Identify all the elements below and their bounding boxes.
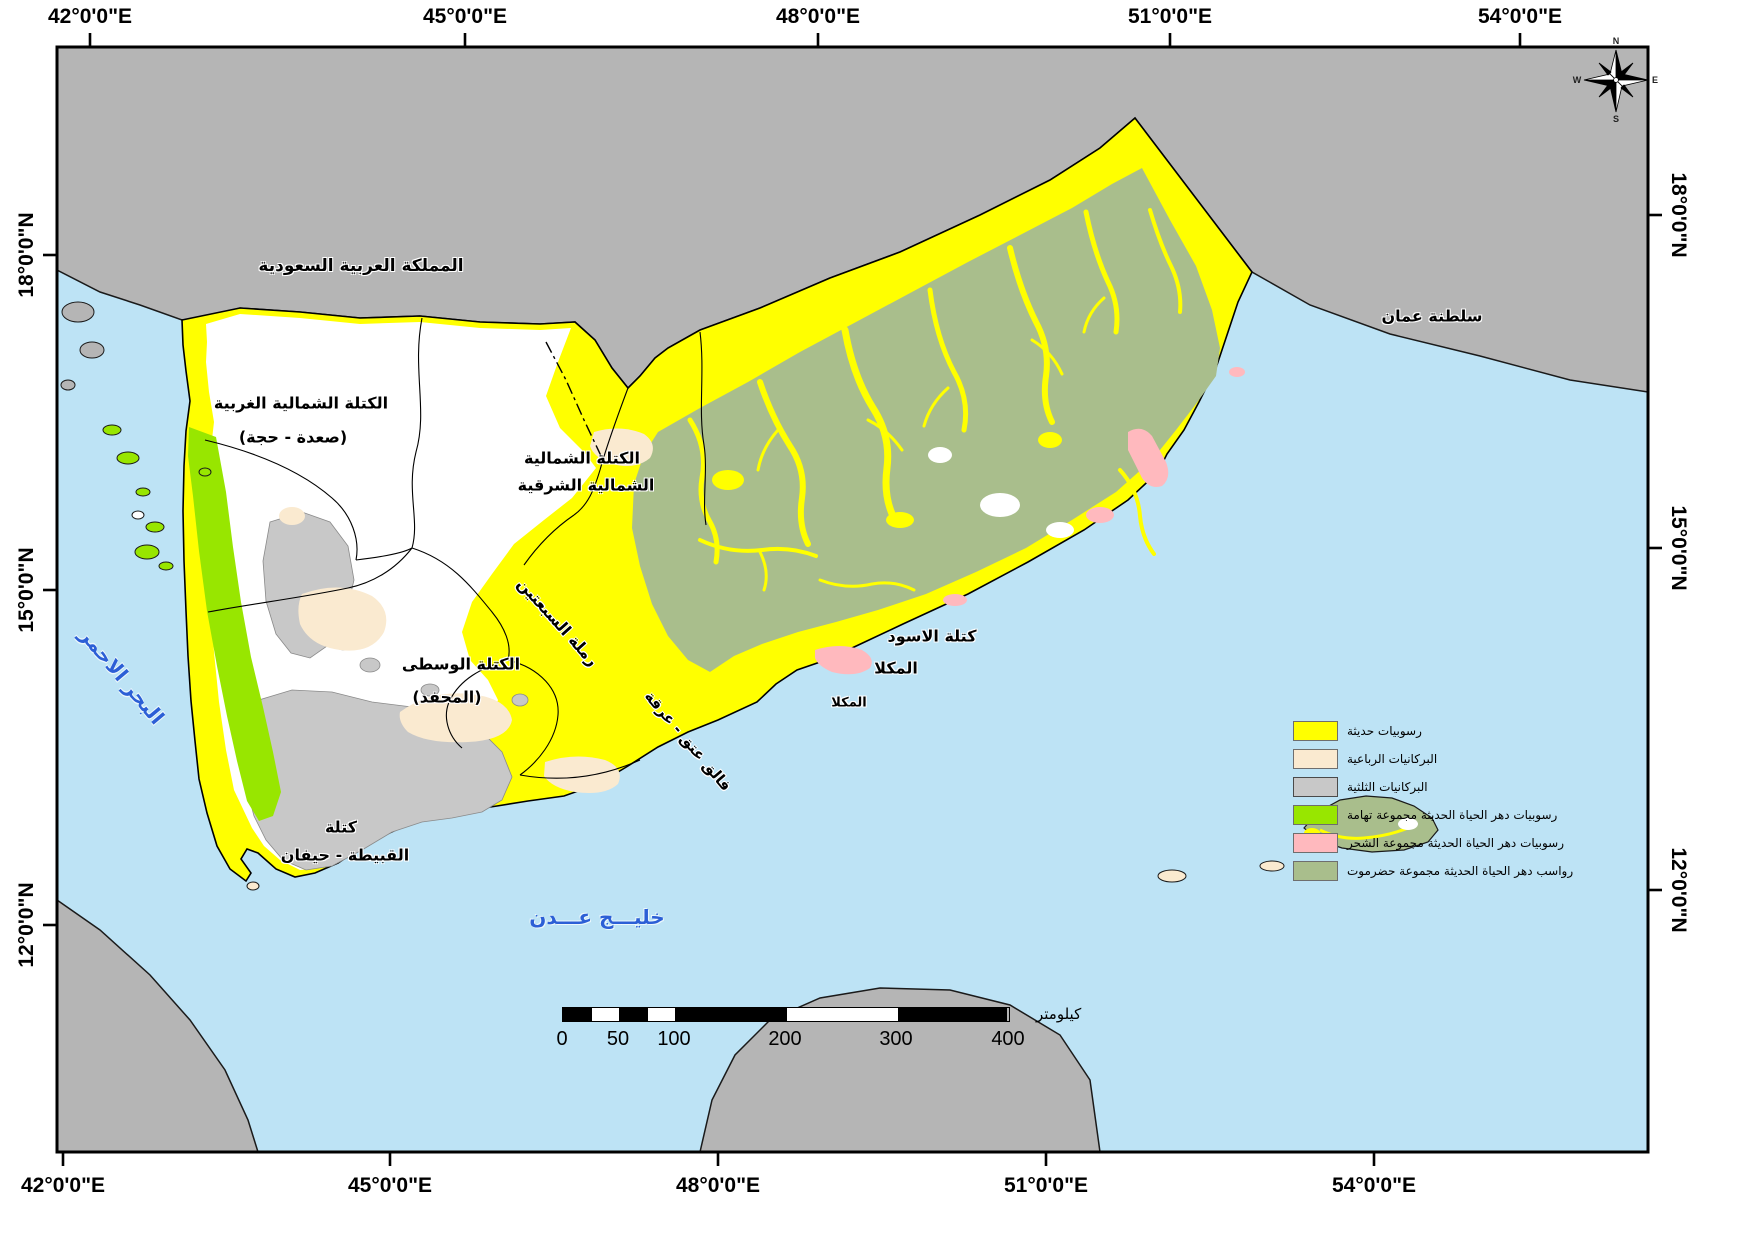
label-qabaytah-block-1: كتلة xyxy=(324,817,358,837)
axis-bottom-54e: 54°0'0"E xyxy=(1331,1174,1417,1197)
legend-swatch-tertiary-volcanics xyxy=(1293,777,1338,797)
axis-right-15n: 15°0'0"N xyxy=(1667,505,1690,591)
scale-tick-400: 400 xyxy=(991,1028,1025,1050)
undefined-border-dashed xyxy=(545,341,603,459)
scale-seg xyxy=(647,1008,675,1021)
scale-tick-300: 300 xyxy=(879,1028,913,1050)
compass-n: N xyxy=(1612,36,1620,46)
axis-top-54e: 54°0'0"E xyxy=(1477,5,1563,28)
compass-e: E xyxy=(1651,75,1659,85)
admin-boundaries xyxy=(204,317,707,779)
label-oman: سلطنة عمان xyxy=(1381,306,1483,326)
legend-label: البركانيات الرباعية xyxy=(1347,752,1438,766)
label-aswad-block-2: المكلا xyxy=(874,658,918,678)
wadi-dendrites xyxy=(687,208,1183,592)
legend-label: البركانيات الثلثية xyxy=(1347,780,1428,794)
scale-unit-label: كيلومتر xyxy=(1036,1005,1082,1023)
axis-top-51e: 51°0'0"E xyxy=(1127,5,1213,28)
axis-left-15n: 15°0'0"N xyxy=(15,547,38,633)
scale-tick-50: 50 xyxy=(606,1028,630,1050)
legend-item: رسوبيات دهر الحياة الحديثة مجموعة تهامة xyxy=(1293,801,1573,829)
label-central-block-2: (المحفد) xyxy=(412,687,482,707)
axis-bottom-51e: 51°0'0"E xyxy=(1003,1174,1089,1197)
legend-item: البركانيات الرباعية xyxy=(1293,745,1573,773)
legend-swatch-tihama-group xyxy=(1293,805,1338,825)
white-patches-in-olive xyxy=(928,447,1074,538)
scale-seg xyxy=(898,1008,1007,1021)
legend: رسوبيات حديثة البركانيات الرباعية البركا… xyxy=(1293,717,1573,885)
axis-left-12n: 12°0'0"N xyxy=(15,882,38,968)
label-n-ne-block-2: الشمالية الشرقية xyxy=(517,475,655,495)
axis-right-12n: 12°0'0"N xyxy=(1667,847,1690,933)
legend-swatch-quaternary-volcanics xyxy=(1293,749,1338,769)
legend-swatch-hadramaut-group xyxy=(1293,861,1338,881)
compass-s: S xyxy=(1612,114,1620,124)
label-saudi-arabia: المملكة العربية السعودية xyxy=(258,256,464,276)
axis-bottom-48e: 48°0'0"E xyxy=(675,1174,761,1197)
legend-item: البركانيات الثلثية xyxy=(1293,773,1573,801)
axis-left-18n: 18°0'0"N xyxy=(15,212,38,298)
axis-bottom-42e: 42°0'0"E xyxy=(20,1174,106,1197)
legend-label: رسوبيات دهر الحياة الحديثة مجموعة الشحر xyxy=(1347,836,1565,850)
axis-bottom-45e: 45°0'0"E xyxy=(347,1174,433,1197)
label-nw-block-2: (صعدة - حجة) xyxy=(238,427,348,447)
legend-swatch-recent-sediments xyxy=(1293,721,1338,741)
compass-rose-icon xyxy=(1583,49,1649,113)
legend-label: رواسب دهر الحياة الحديثة مجموعة حضرموت xyxy=(1347,864,1574,878)
land-horn xyxy=(699,987,1101,1153)
scale-seg xyxy=(675,1008,786,1021)
label-central-block-1: الكتلة الوسطى xyxy=(401,654,521,674)
scale-seg xyxy=(619,1008,647,1021)
scale-tick-0: 0 xyxy=(556,1028,568,1050)
label-gulf-of-aden: خليـــج عـــدن xyxy=(529,905,665,929)
red-sea-islands xyxy=(60,301,260,891)
scale-bar: 0 50 100 200 300 400 كيلومتر xyxy=(556,1005,1081,1050)
legend-item: رسوبيات حديثة xyxy=(1293,717,1573,745)
axis-top-45e: 45°0'0"E xyxy=(422,5,508,28)
scale-seg xyxy=(786,1008,898,1021)
scale-tick-200: 200 xyxy=(768,1028,802,1050)
axis-top-48e: 48°0'0"E xyxy=(775,5,861,28)
label-mukalla-city: المكلا xyxy=(831,695,867,711)
axis-top-42e: 42°0'0"E xyxy=(47,5,133,28)
scale-seg xyxy=(563,1008,591,1021)
label-nw-block-1: الكتلة الشمالية الغربية xyxy=(213,393,389,413)
label-aswad-block-1: كتلة الاسود xyxy=(887,626,977,646)
label-n-ne-block-1: الكتلة الشمالية xyxy=(524,448,640,468)
yellow-patches xyxy=(712,432,1062,528)
graticule-ticks xyxy=(43,33,1662,1166)
map-frame xyxy=(55,45,1650,1154)
scale-seg xyxy=(591,1008,619,1021)
label-qabaytah-block-2: القبيطة - حيفان xyxy=(280,845,410,865)
legend-swatch-shihr-group xyxy=(1293,833,1338,853)
region-tihama xyxy=(188,427,281,821)
legend-label: رسوبيات حديثة xyxy=(1347,724,1422,738)
scale-tick-100: 100 xyxy=(657,1028,691,1050)
scale-bar-segments xyxy=(562,1007,1010,1022)
region-quaternary-volcanics xyxy=(279,428,653,793)
legend-item: رسوبيات دهر الحياة الحديثة مجموعة الشحر xyxy=(1293,829,1573,857)
legend-item: رواسب دهر الحياة الحديثة مجموعة حضرموت xyxy=(1293,857,1573,885)
axis-right-18n: 18°0'0"N xyxy=(1667,172,1690,258)
legend-label: رسوبيات دهر الحياة الحديثة مجموعة تهامة xyxy=(1347,808,1558,822)
region-shihr xyxy=(815,367,1245,675)
compass-w: W xyxy=(1572,75,1582,85)
